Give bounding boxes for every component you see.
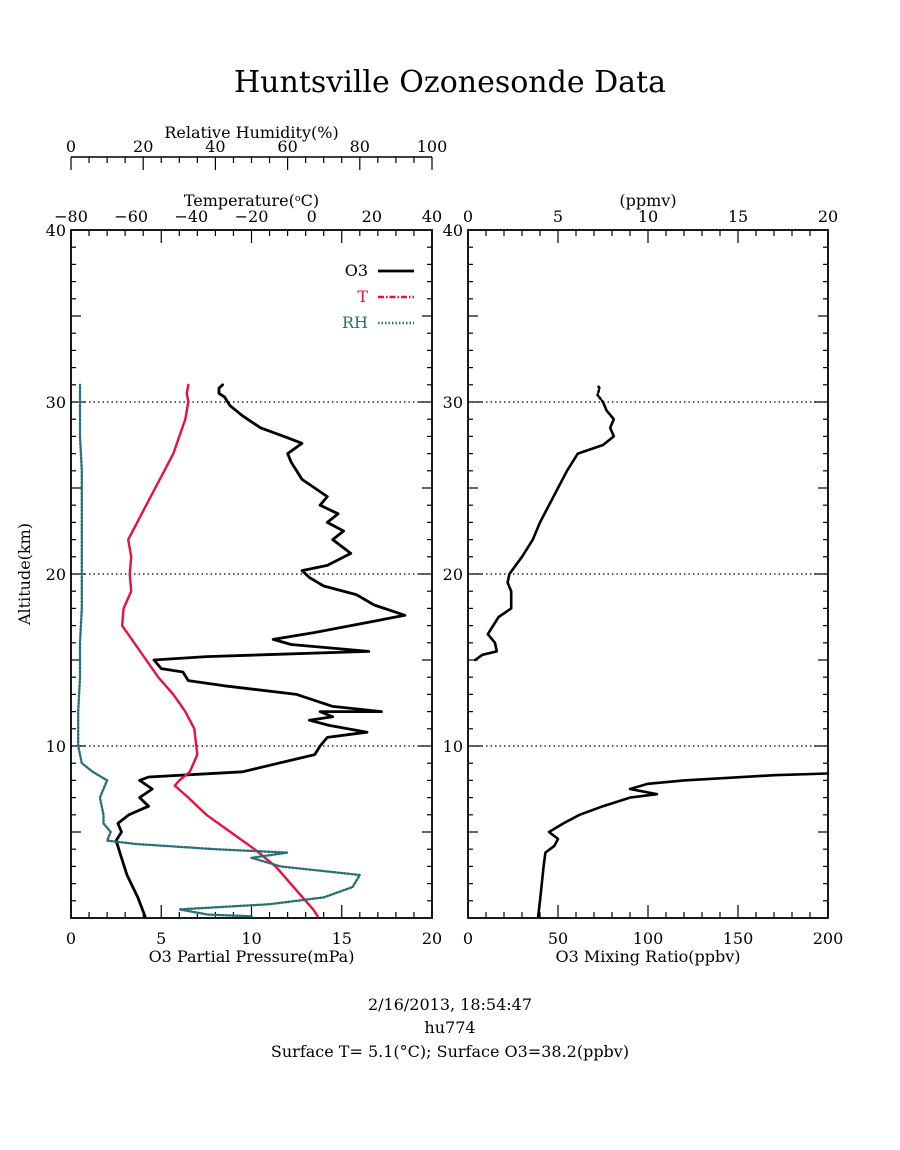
right-ytick-label: 40 bbox=[443, 221, 463, 240]
right-top-tick-label: 10 bbox=[638, 207, 658, 226]
left-ytick-label: 10 bbox=[46, 737, 66, 756]
series-t-line bbox=[120, 383, 319, 918]
right-ytick-label: 10 bbox=[443, 737, 463, 756]
right-top-axis-label: (ppmv) bbox=[619, 191, 676, 210]
left-bottom-axis-label: O3 Partial Pressure(mPa) bbox=[149, 947, 355, 966]
right-bottom-tick-label: 50 bbox=[548, 929, 568, 948]
mixing-ratio-line-1 bbox=[473, 400, 616, 662]
rh-tick-label: 100 bbox=[417, 137, 448, 156]
right-top-tick-label: 5 bbox=[553, 207, 563, 226]
right-ytick-label: 30 bbox=[443, 393, 463, 412]
temperature-tick-label: −60 bbox=[114, 207, 148, 226]
temperature-tick-label: −40 bbox=[174, 207, 208, 226]
right-top-tick-label: 20 bbox=[818, 207, 838, 226]
series-rh-line bbox=[77, 383, 361, 918]
temperature-axis-label: Temperature(oC) bbox=[184, 191, 319, 210]
left-panel: 10 20 30 40 0 5 10 15 20 O3 Partial Pressure(mPa)… bbox=[15, 123, 447, 966]
temperature-tick-label: 0 bbox=[307, 207, 317, 226]
rh-tick-label: 0 bbox=[66, 137, 76, 156]
right-ytick-label: 20 bbox=[443, 565, 463, 584]
left-bottom-tick-label: 15 bbox=[332, 929, 352, 948]
legend-label-o3: O3 bbox=[345, 261, 368, 280]
temperature-tick-label: 20 bbox=[362, 207, 382, 226]
mixing-ratio-line-2 bbox=[596, 383, 605, 404]
legend-label-rh: RH bbox=[342, 313, 368, 332]
right-bottom-tick-label: 200 bbox=[813, 929, 844, 948]
left-ytick-label: 40 bbox=[46, 221, 66, 240]
right-top-tick-label: 0 bbox=[463, 207, 473, 226]
footer-station-id: hu774 bbox=[424, 1018, 475, 1037]
left-ytick-label: 30 bbox=[46, 393, 66, 412]
right-bottom-tick-label: 150 bbox=[723, 929, 754, 948]
right-bottom-axis-label: O3 Mixing Ratio(ppbv) bbox=[555, 947, 740, 966]
footer-surface-values: Surface T= 5.1(°C); Surface O3=38.2(ppbv… bbox=[271, 1042, 629, 1061]
footer-datetime: 2/16/2013, 18:54:47 bbox=[368, 995, 532, 1014]
rh-tick-label: 20 bbox=[133, 137, 153, 156]
mixing-ratio-line-0 bbox=[536, 772, 830, 918]
right-top-tick-label: 15 bbox=[728, 207, 748, 226]
rh-tick-label: 80 bbox=[350, 137, 370, 156]
right-bottom-tick-label: 100 bbox=[633, 929, 664, 948]
chart-title: Huntsville Ozonesonde Data bbox=[234, 65, 666, 100]
left-bottom-tick-label: 20 bbox=[422, 929, 442, 948]
legend-label-t: T bbox=[357, 287, 368, 306]
left-bottom-tick-label: 0 bbox=[66, 929, 76, 948]
right-bottom-tick-label: 0 bbox=[463, 929, 473, 948]
rh-axis-label: Relative Humidity(%) bbox=[164, 123, 338, 142]
left-bottom-tick-label: 5 bbox=[156, 929, 166, 948]
temperature-tick-label: −80 bbox=[54, 207, 88, 226]
temperature-tick-label: 40 bbox=[422, 207, 442, 226]
altitude-axis-label: Altitude(km) bbox=[15, 523, 34, 626]
left-ytick-label: 20 bbox=[46, 565, 66, 584]
temperature-tick-label: −20 bbox=[235, 207, 269, 226]
rh-tick-label: 60 bbox=[277, 137, 297, 156]
series-o3-line bbox=[114, 383, 407, 918]
left-bottom-tick-label: 10 bbox=[241, 929, 261, 948]
rh-tick-label: 40 bbox=[205, 137, 225, 156]
